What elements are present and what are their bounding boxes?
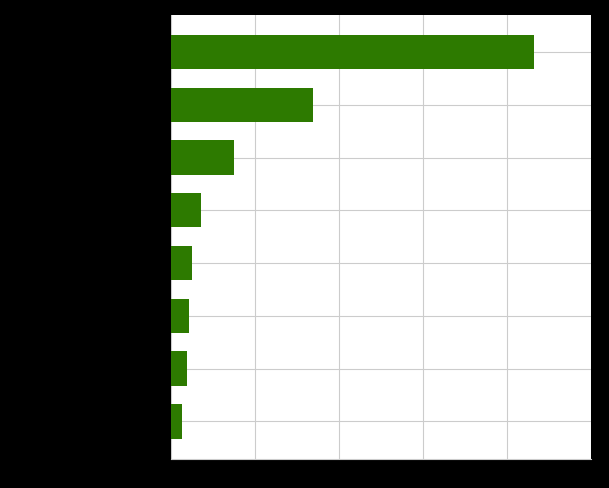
Bar [171,351,188,386]
Bar [171,299,189,333]
Bar [171,141,234,175]
Bar [171,404,182,439]
Bar [171,88,314,122]
Bar [171,193,201,227]
Bar [171,35,533,69]
Bar [171,246,192,280]
